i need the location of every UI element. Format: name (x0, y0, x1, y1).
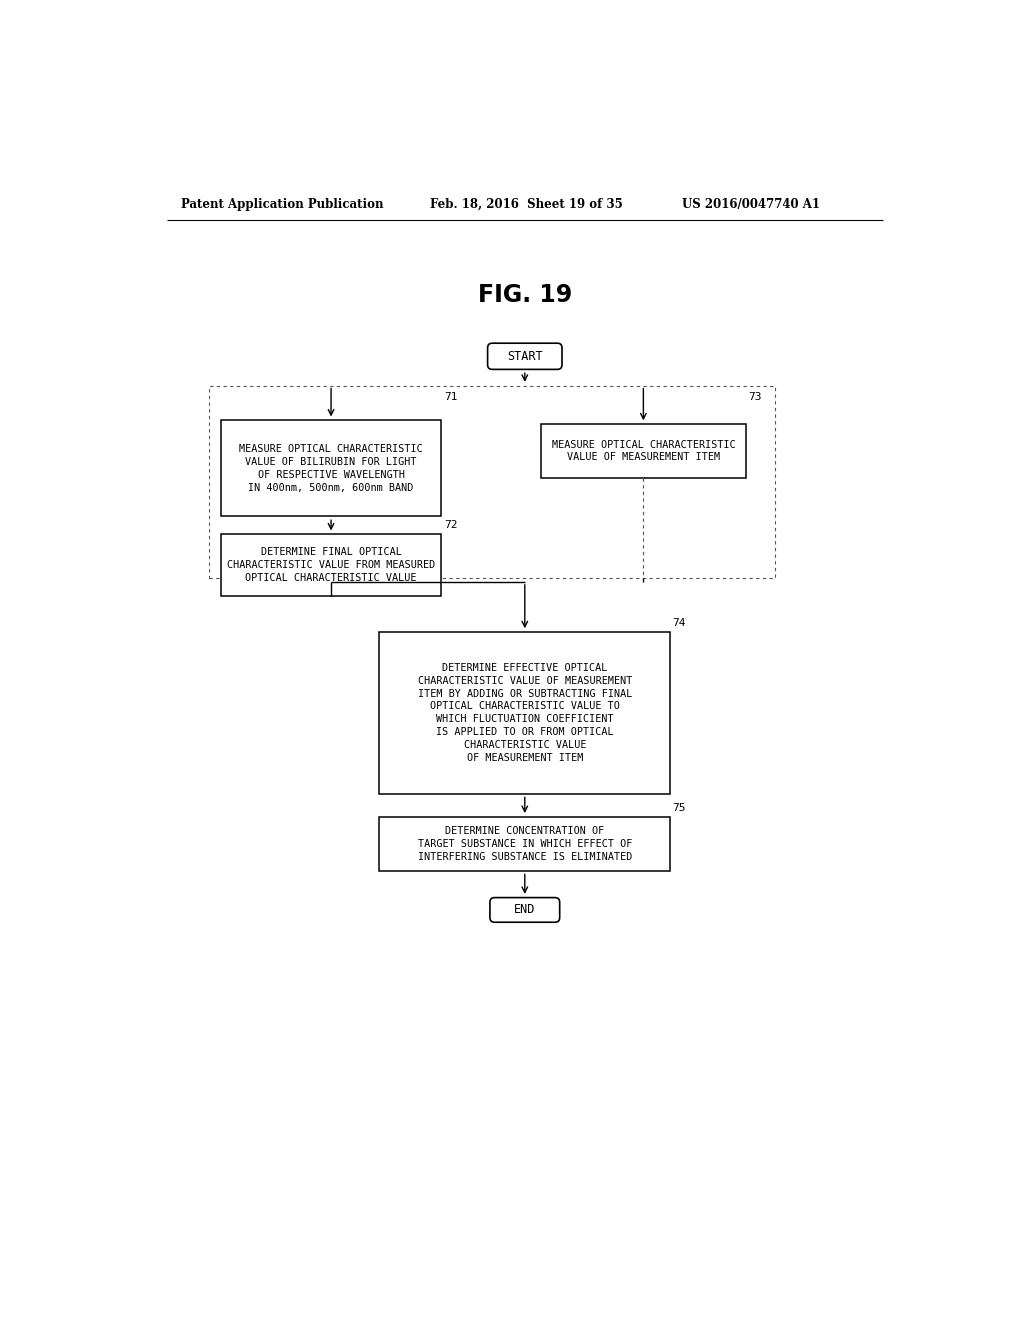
Text: FIG. 19: FIG. 19 (477, 284, 572, 308)
Text: 71: 71 (443, 392, 458, 403)
Text: Patent Application Publication: Patent Application Publication (180, 198, 383, 211)
Bar (220, 535, 441, 595)
Text: MEASURE OPTICAL CHARACTERISTIC
VALUE OF BILIRUBIN FOR LIGHT
OF RESPECTIVE WAVELE: MEASURE OPTICAL CHARACTERISTIC VALUE OF … (240, 444, 423, 492)
Bar (541, 424, 746, 478)
Text: MEASURE OPTICAL CHARACTERISTIC
VALUE OF MEASUREMENT ITEM: MEASURE OPTICAL CHARACTERISTIC VALUE OF … (552, 440, 735, 462)
Text: US 2016/0047740 A1: US 2016/0047740 A1 (682, 198, 820, 211)
Text: 72: 72 (443, 520, 458, 529)
Text: END: END (514, 903, 536, 916)
Text: START: START (507, 350, 543, 363)
FancyBboxPatch shape (487, 343, 562, 370)
FancyBboxPatch shape (489, 898, 560, 923)
Bar (380, 632, 670, 793)
Bar (209, 385, 775, 578)
Bar (220, 420, 441, 516)
Text: 74: 74 (673, 618, 686, 628)
Bar (380, 817, 670, 871)
Text: 75: 75 (673, 803, 686, 813)
Text: Feb. 18, 2016  Sheet 19 of 35: Feb. 18, 2016 Sheet 19 of 35 (430, 198, 623, 211)
Text: DETERMINE EFFECTIVE OPTICAL
CHARACTERISTIC VALUE OF MEASUREMENT
ITEM BY ADDING O: DETERMINE EFFECTIVE OPTICAL CHARACTERIST… (418, 663, 632, 763)
Text: 73: 73 (749, 392, 762, 403)
Text: DETERMINE CONCENTRATION OF
TARGET SUBSTANCE IN WHICH EFFECT OF
INTERFERING SUBST: DETERMINE CONCENTRATION OF TARGET SUBSTA… (418, 826, 632, 862)
Text: DETERMINE FINAL OPTICAL
CHARACTERISTIC VALUE FROM MEASURED
OPTICAL CHARACTERISTI: DETERMINE FINAL OPTICAL CHARACTERISTIC V… (227, 548, 435, 582)
